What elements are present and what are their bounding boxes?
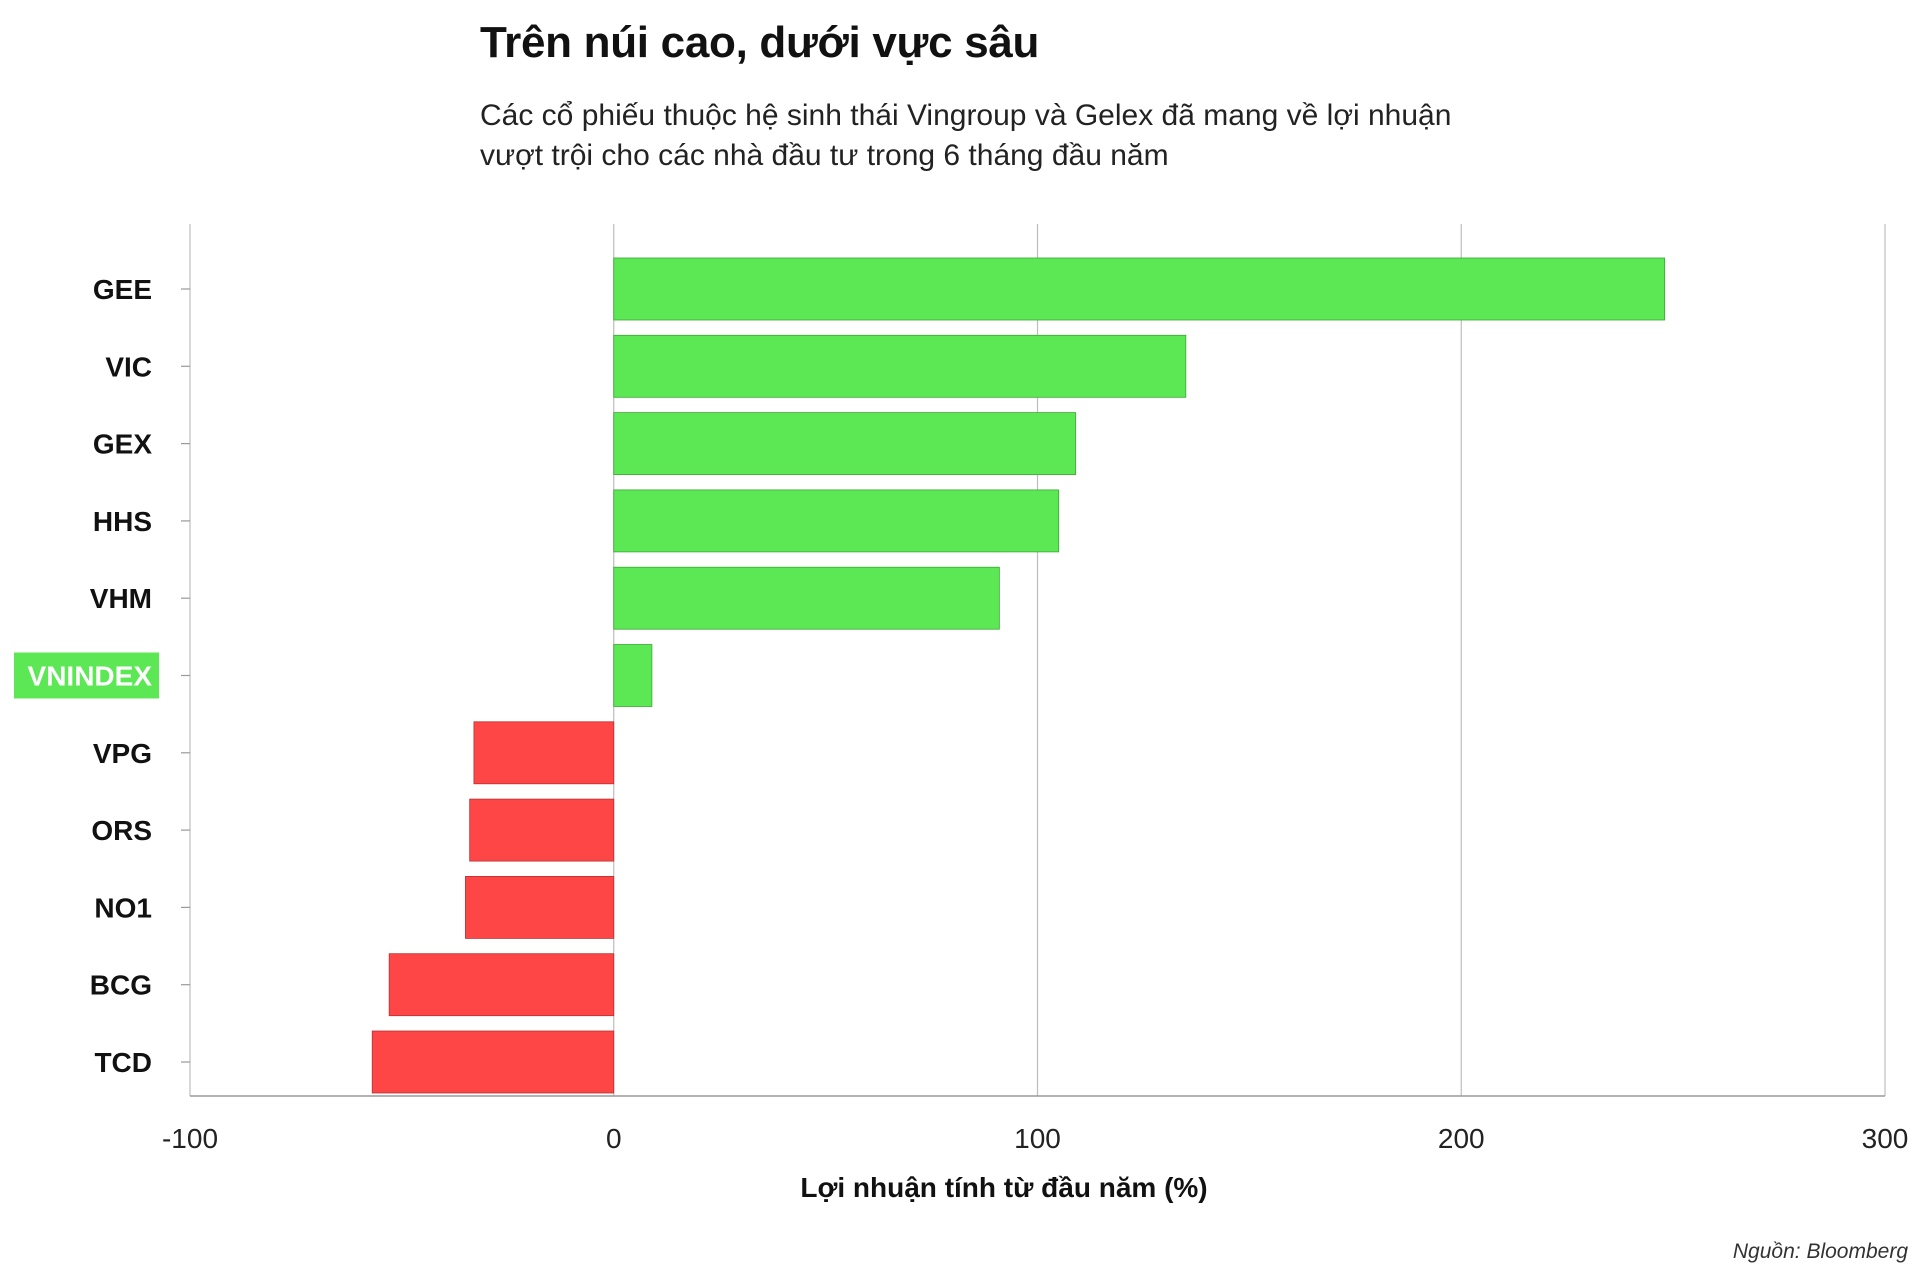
x-axis-title: Lợi nhuận tính từ đầu năm (%) [800, 1172, 1207, 1203]
bar-vic [613, 334, 1187, 398]
chart-subtitle: Các cổ phiếu thuộc hệ sinh thái Vingroup… [480, 96, 1480, 176]
category-label-hhs: HHS [93, 506, 152, 537]
bar-vhm [613, 566, 1000, 630]
chart-title: Trên núi cao, dưới vực sâu [480, 18, 1040, 67]
axes: -100 0 100 200 300 [162, 288, 1909, 1154]
bar-vpg [473, 721, 615, 785]
x-tick-label: 100 [1014, 1123, 1061, 1154]
source-note: Nguồn: Bloomberg [1732, 1240, 1908, 1263]
category-label-bcg: BCG [90, 970, 152, 1001]
category-label-gex: GEX [93, 429, 152, 460]
category-label-no1: NO1 [94, 892, 152, 923]
x-tick-label: 0 [606, 1123, 622, 1154]
category-label-gee: GEE [93, 274, 152, 305]
category-label-vnindex: VNINDEX [28, 661, 153, 692]
category-label-vhm: VHM [90, 583, 152, 614]
highlight-label-bg [14, 652, 159, 699]
subtitle-line-1: Các cổ phiếu thuộc hệ sinh thái Vingroup… [480, 99, 1452, 132]
x-tick-label: 300 [1862, 1123, 1909, 1154]
bar-gee [613, 257, 1666, 321]
bar-tcd [371, 1030, 615, 1094]
bar-bcg [388, 953, 615, 1017]
category-label-ors: ORS [91, 815, 152, 846]
category-labels: GEE VIC GEX HHS VHM VNINDEX VPG ORS NO1 BCG TCD [14, 274, 159, 1078]
category-label-vic: VIC [105, 351, 152, 382]
category-label-tcd: TCD [94, 1047, 152, 1078]
bar-vnindex [613, 644, 653, 707]
x-tick-label: 200 [1438, 1123, 1485, 1154]
category-label-vpg: VPG [93, 738, 152, 769]
bar-ors [469, 798, 615, 862]
x-tick-label: -100 [162, 1123, 218, 1154]
bar-hhs [613, 489, 1060, 553]
bar-gex [613, 412, 1077, 476]
bars [371, 257, 1666, 1094]
subtitle-line-2: vượt trội cho các nhà đầu tư trong 6 thá… [480, 139, 1169, 172]
bar-no1 [465, 876, 615, 939]
